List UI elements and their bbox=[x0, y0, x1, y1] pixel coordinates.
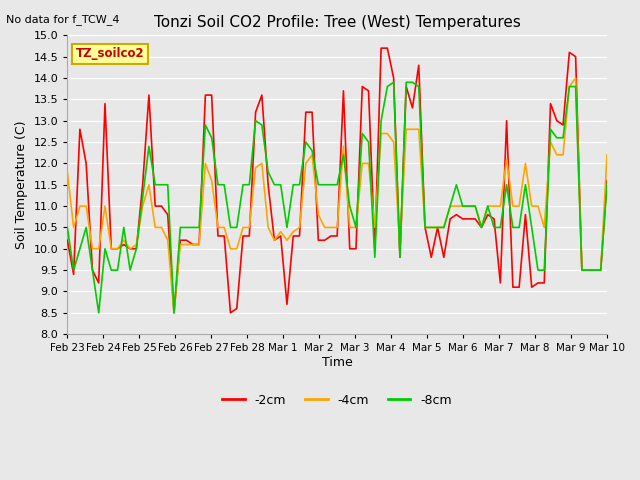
X-axis label: Time: Time bbox=[322, 356, 353, 369]
Legend: -2cm, -4cm, -8cm: -2cm, -4cm, -8cm bbox=[218, 389, 457, 411]
Title: Tonzi Soil CO2 Profile: Tree (West) Temperatures: Tonzi Soil CO2 Profile: Tree (West) Temp… bbox=[154, 15, 520, 30]
Y-axis label: Soil Temperature (C): Soil Temperature (C) bbox=[15, 120, 28, 249]
Text: TZ_soilco2: TZ_soilco2 bbox=[76, 48, 144, 60]
Text: No data for f_TCW_4: No data for f_TCW_4 bbox=[6, 14, 120, 25]
